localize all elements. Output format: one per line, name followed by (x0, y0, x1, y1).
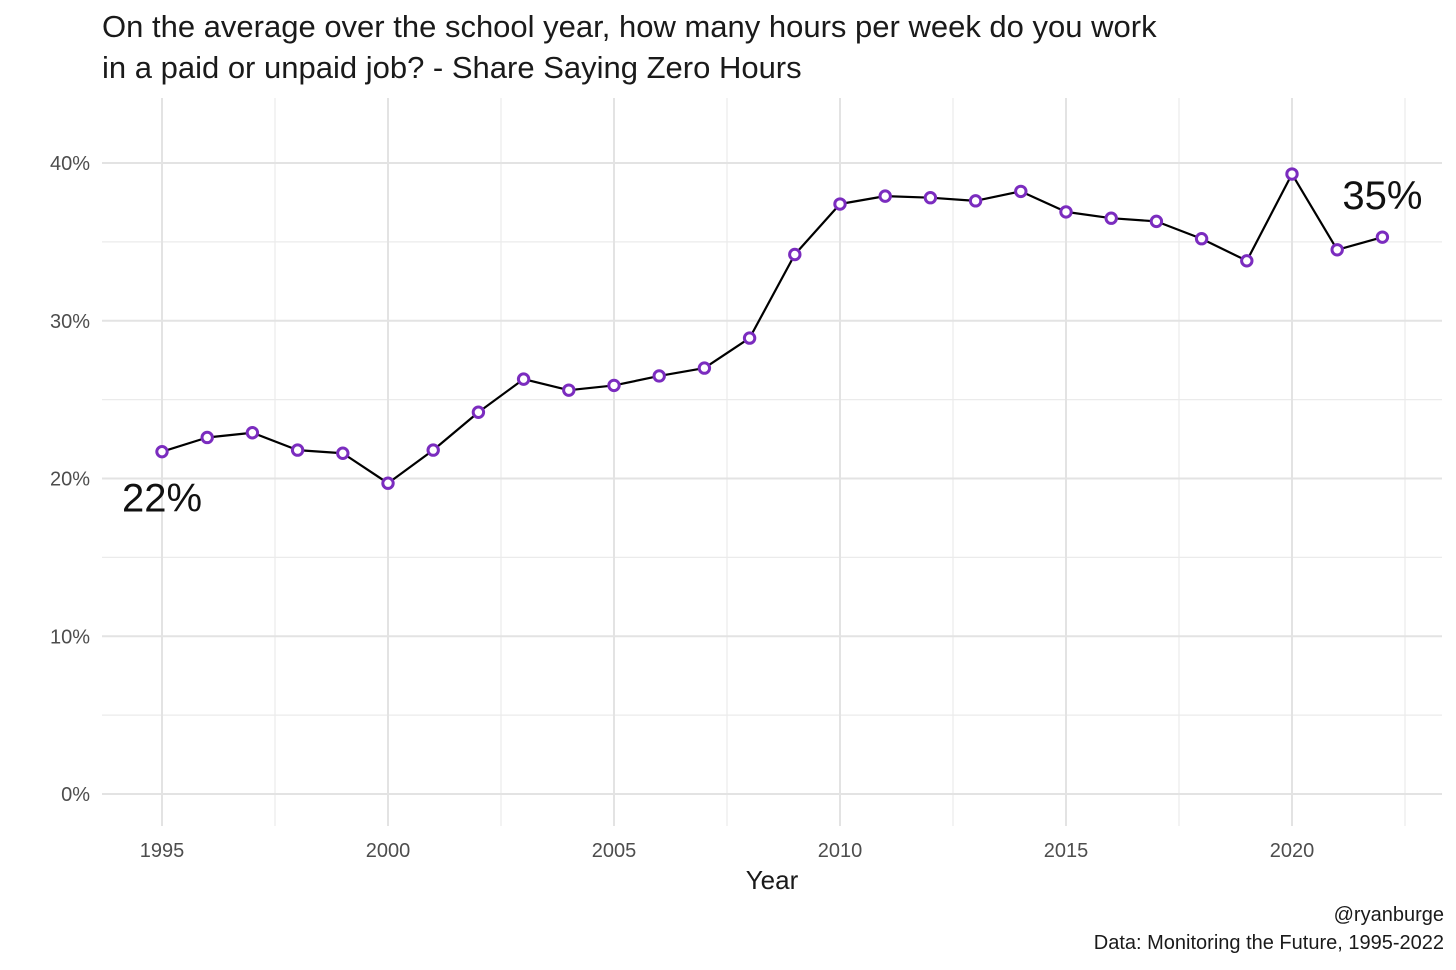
data-point (562, 383, 576, 397)
data-point (697, 361, 712, 375)
x-axis-title: Year (746, 865, 799, 895)
annotation-label: 22% (122, 477, 202, 521)
y-tick-label: 0% (61, 784, 90, 806)
data-point (426, 443, 440, 457)
chart-title-line-2: in a paid or unpaid job? - Share Saying … (102, 50, 802, 85)
y-tick-label: 10% (50, 626, 90, 648)
y-tick-label: 30% (50, 311, 90, 333)
data-point (788, 247, 802, 262)
data-point (1194, 232, 1209, 246)
data-point (923, 191, 938, 205)
grid-lines (102, 98, 1442, 826)
data-point (1285, 167, 1299, 181)
data-point (1059, 205, 1073, 219)
data-point (833, 197, 847, 211)
data-point (336, 446, 350, 460)
x-tick-label: 1995 (140, 840, 185, 862)
chart-title-line-1: On the average over the school year, how… (102, 9, 1157, 44)
data-point (1104, 211, 1118, 225)
chart-title: On the average over the school year, how… (102, 6, 1302, 88)
data-points (155, 167, 1390, 490)
data-point (1149, 214, 1164, 229)
x-tick-label: 2005 (592, 840, 637, 862)
x-tick-label: 2000 (366, 840, 411, 862)
data-point (516, 372, 531, 386)
x-tick-label: 2015 (1044, 840, 1089, 862)
data-point (1375, 230, 1390, 244)
annotations: 22% 35% (122, 174, 1422, 521)
series-line (161, 172, 1383, 485)
x-tick-label: 2010 (818, 840, 863, 862)
series-path (161, 172, 1383, 485)
data-point (1014, 184, 1028, 199)
caption-source: Data: Monitoring the Future, 1995-2022 (1093, 932, 1444, 954)
data-point (607, 378, 621, 393)
data-point (200, 430, 214, 445)
data-point (1240, 254, 1254, 268)
y-tick-label: 20% (50, 469, 90, 491)
data-point (381, 476, 395, 490)
data-point (652, 369, 666, 383)
data-point (1330, 243, 1344, 257)
data-point (968, 194, 983, 208)
data-point (290, 443, 305, 457)
annotation-label: 35% (1342, 174, 1422, 218)
axis-labels: 1995 2000 2005 2010 2015 2020 0% 10% 20% 30% 40% Ye… (50, 153, 1314, 895)
data-point (471, 405, 486, 419)
data-point (155, 444, 169, 459)
data-point (878, 189, 892, 203)
caption-handle: @ryanburge (1333, 904, 1444, 926)
data-point (742, 331, 757, 345)
y-tick-label: 40% (50, 153, 90, 175)
x-tick-label: 2020 (1270, 840, 1315, 862)
data-point (245, 426, 260, 440)
